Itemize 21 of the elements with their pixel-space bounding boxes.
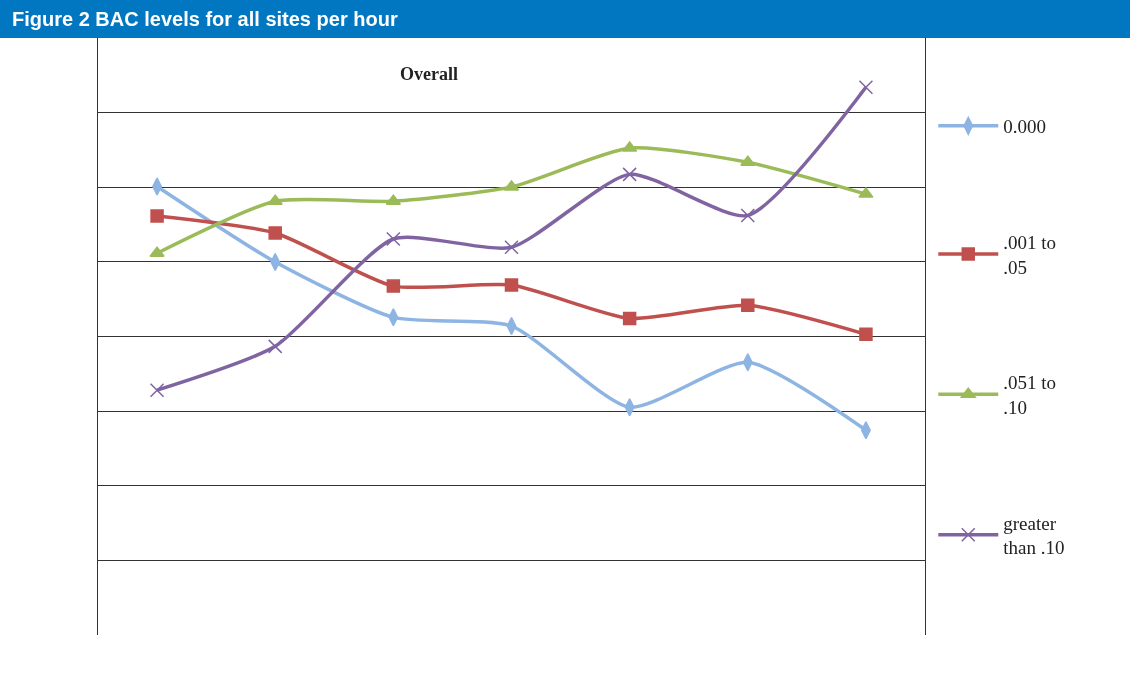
point (859, 327, 873, 342)
point (267, 339, 283, 354)
point (150, 209, 164, 223)
point (504, 278, 519, 292)
point (858, 80, 874, 95)
legend-label: greater than .10 (1003, 512, 1065, 559)
point (149, 382, 165, 398)
legend-label: .051 to .10 (1003, 372, 1057, 419)
point (622, 167, 637, 182)
point (386, 231, 401, 247)
point (268, 226, 282, 240)
point (622, 311, 637, 326)
point (504, 239, 519, 255)
point (741, 298, 755, 313)
legend-label: 0.000 (1003, 116, 1047, 138)
point (740, 155, 756, 167)
chart-subtitle: Overall (400, 64, 458, 84)
chart-title: Figure 2 BAC levels for all sites per hour (12, 8, 398, 30)
point (386, 279, 401, 293)
legend-label: .001 to .05 (1003, 231, 1057, 278)
point (740, 208, 756, 223)
